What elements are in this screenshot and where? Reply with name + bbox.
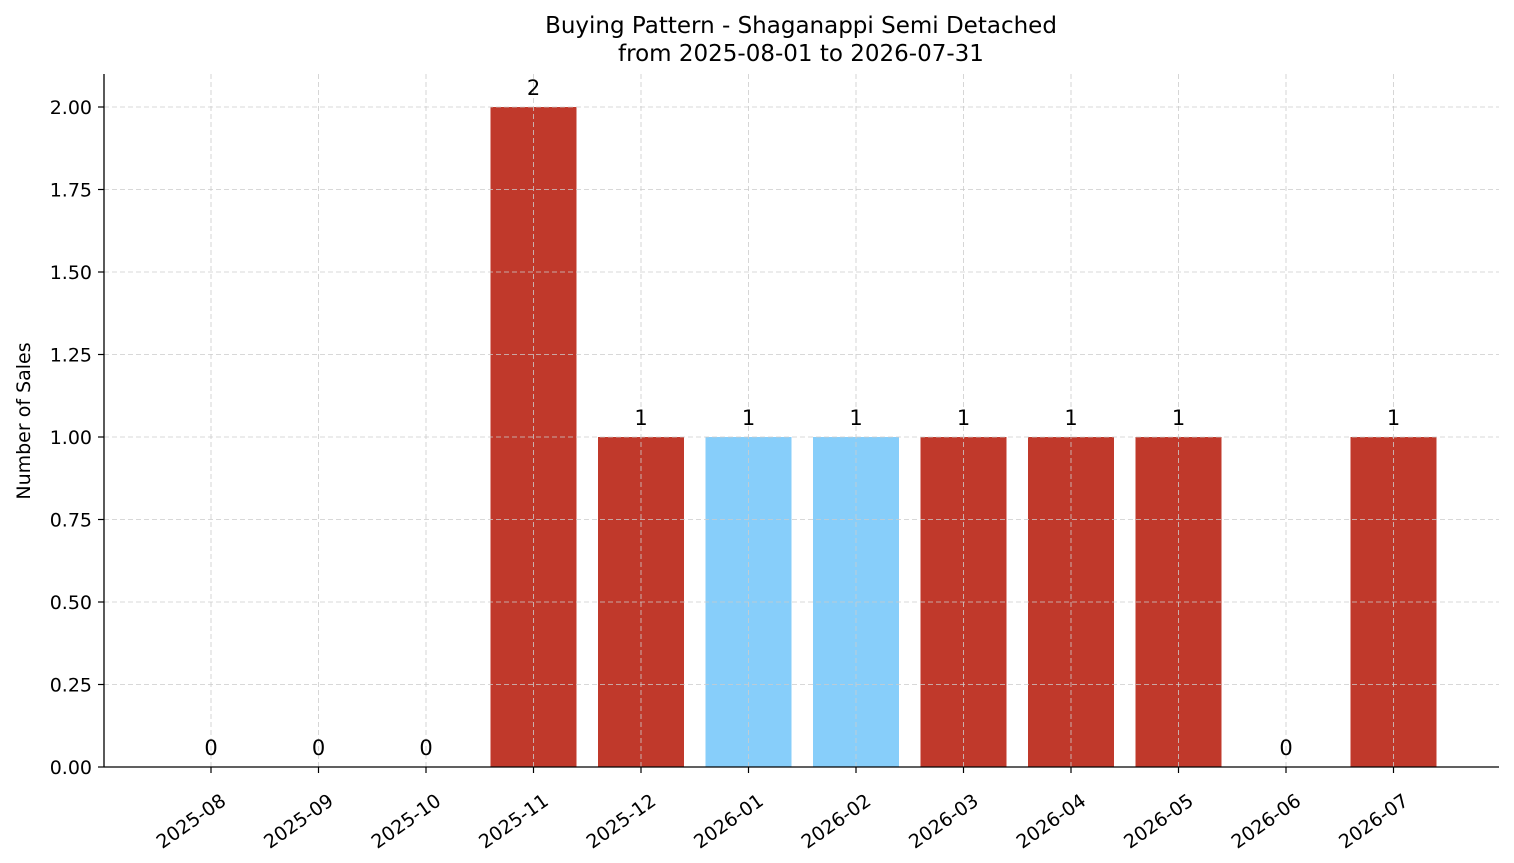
value-label-2026-03: 1 (957, 406, 970, 430)
value-label-2025-09: 0 (312, 736, 325, 760)
x-tick-label-2025-09: 2025-09 (260, 790, 338, 854)
y-tick-label-0: 0.00 (50, 757, 92, 779)
y-tick-label-5: 1.25 (50, 345, 92, 367)
value-label-2026-02: 1 (849, 406, 862, 430)
value-label-2026-07: 1 (1387, 406, 1400, 430)
y-tick-label-2: 0.50 (50, 592, 92, 614)
value-label-2025-12: 1 (634, 406, 647, 430)
y-tick-label-6: 1.50 (50, 262, 92, 284)
x-tick-label-2025-12: 2025-12 (583, 790, 661, 854)
chart-title: Buying Pattern - Shaganappi Semi Detache… (545, 13, 1057, 39)
value-label-2025-10: 0 (419, 736, 432, 760)
chart-subtitle: from 2025-08-01 to 2026-07-31 (618, 41, 984, 67)
x-tick-label-2026-04: 2026-04 (1013, 790, 1091, 854)
x-tick-label-2026-06: 2026-06 (1228, 790, 1306, 854)
x-tick-label-2025-11: 2025-11 (475, 790, 553, 854)
y-tick-label-1: 0.25 (50, 675, 92, 697)
x-tick-label-2026-02: 2026-02 (798, 790, 876, 854)
value-label-2026-05: 1 (1172, 406, 1185, 430)
grid (104, 74, 1499, 768)
y-axis-label: Number of Sales (13, 342, 35, 499)
x-tick-label-2026-01: 2026-01 (690, 790, 768, 854)
x-tick-label-2026-03: 2026-03 (905, 790, 983, 854)
value-label-2026-01: 1 (742, 406, 755, 430)
y-tick-label-7: 1.75 (50, 180, 92, 202)
x-tick-label-2025-10: 2025-10 (368, 790, 446, 854)
value-label-2026-06: 0 (1279, 736, 1292, 760)
y-tick-label-3: 0.75 (50, 510, 92, 532)
y-tick-label-4: 1.00 (50, 427, 92, 449)
value-label-2025-11: 2 (527, 76, 540, 100)
value-label-2025-08: 0 (204, 736, 217, 760)
value-label-2026-04: 1 (1064, 406, 1077, 430)
data-labels: 0 0 0 2 1 1 1 1 1 1 0 1 (204, 76, 1400, 760)
x-tick-label-2026-05: 2026-05 (1120, 790, 1198, 854)
y-tick-label-8: 2.00 (50, 97, 92, 119)
x-tick-label-2025-08: 2025-08 (153, 790, 231, 854)
x-tick-label-2026-07: 2026-07 (1335, 790, 1413, 854)
